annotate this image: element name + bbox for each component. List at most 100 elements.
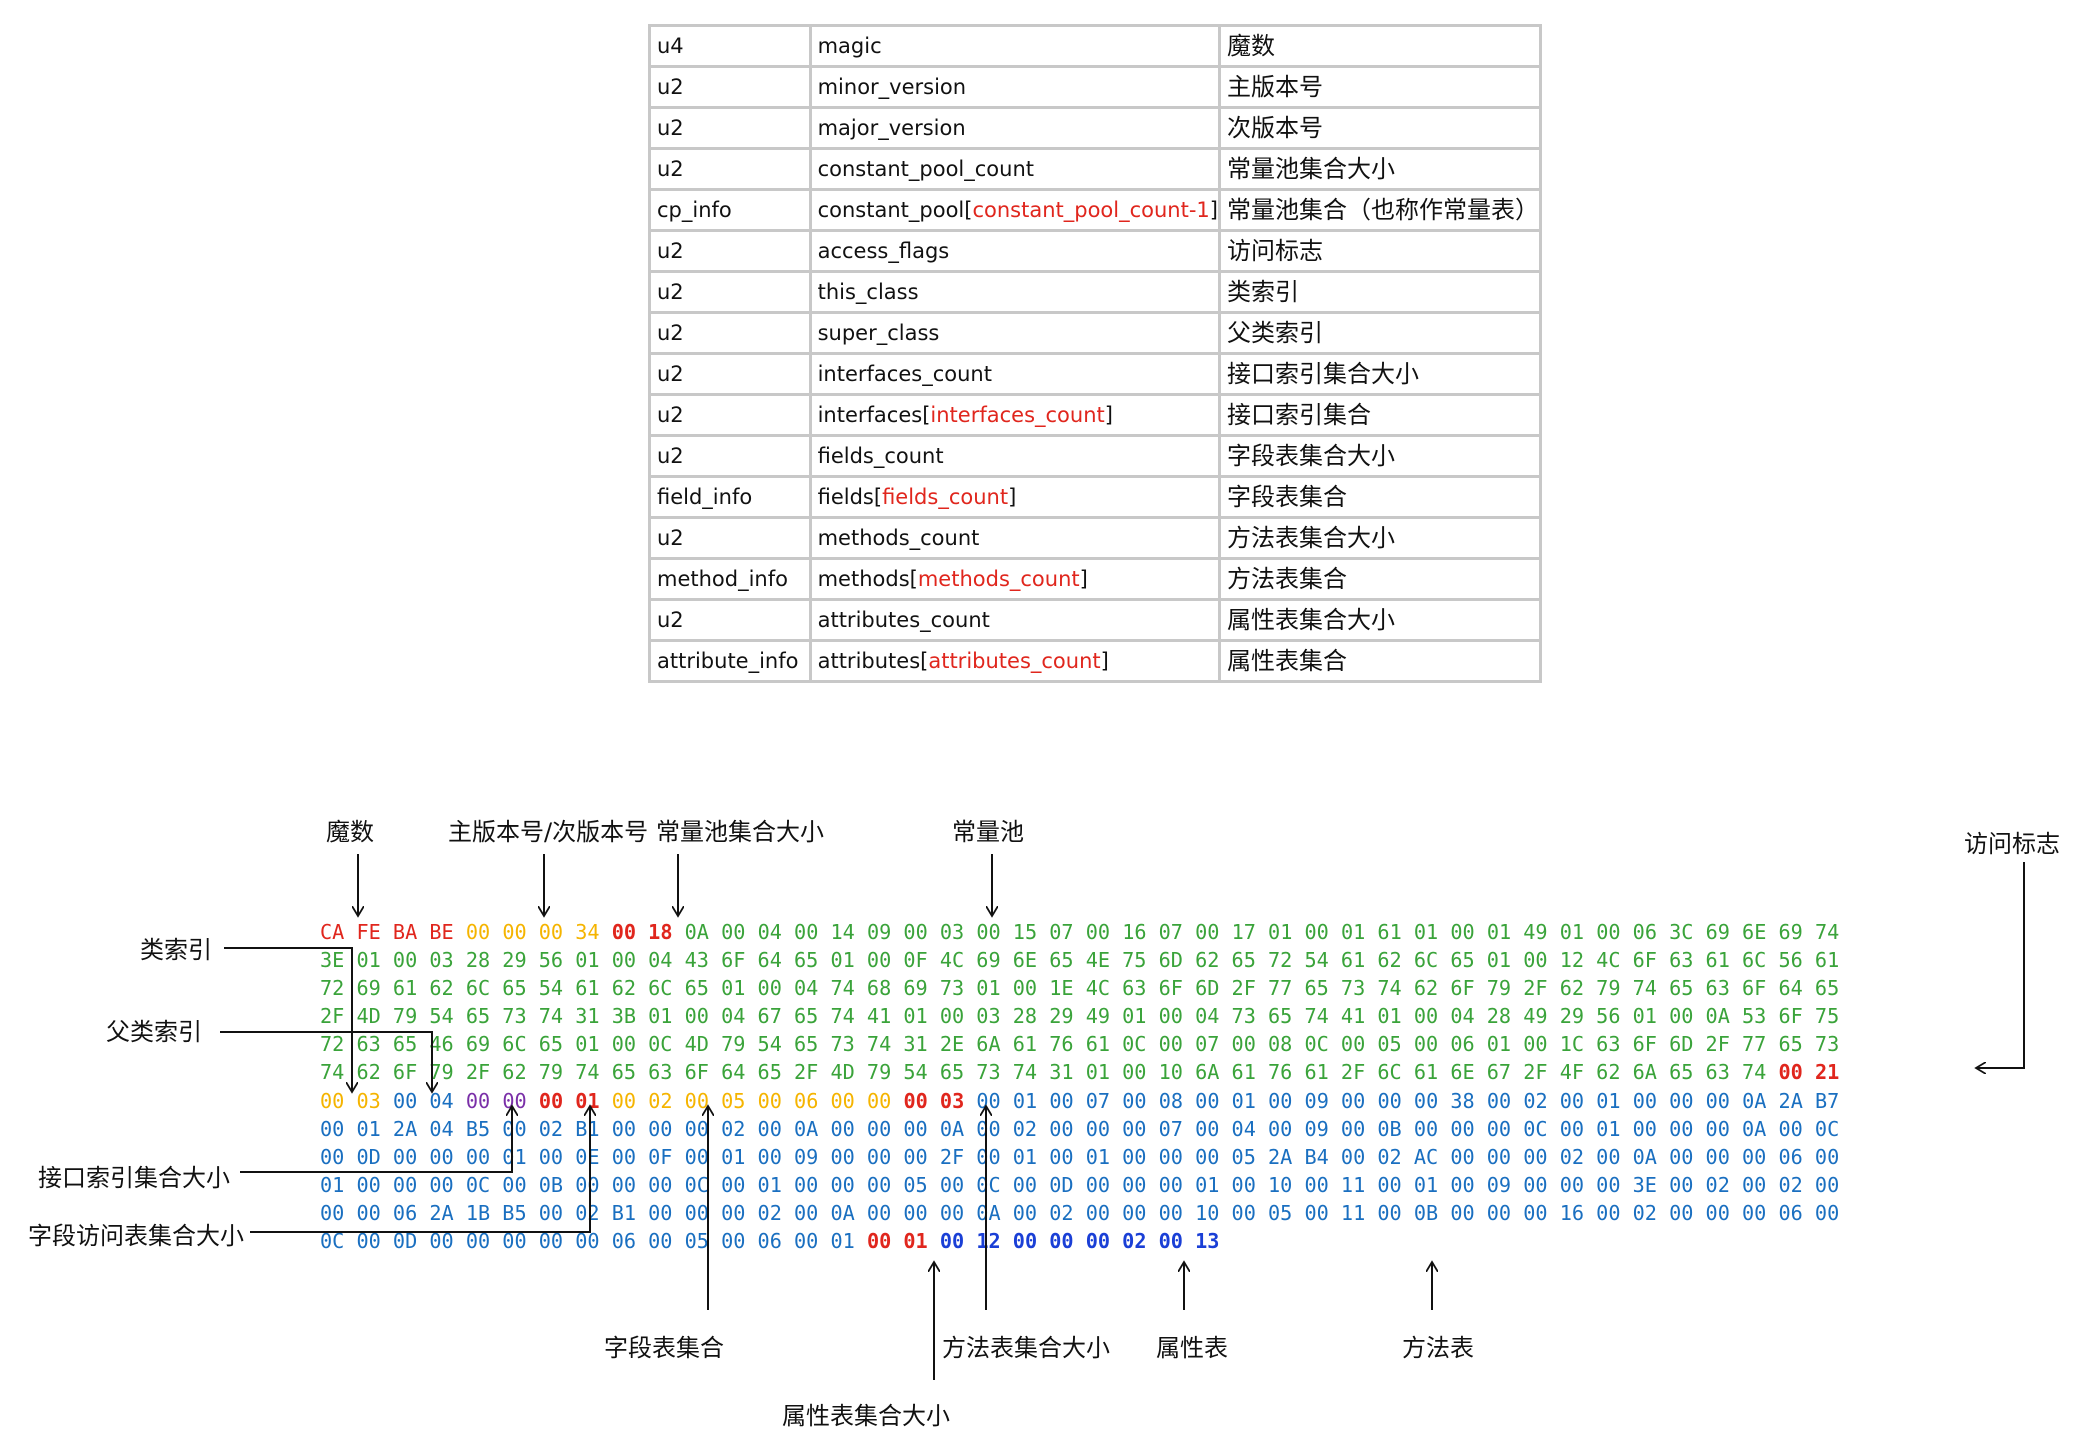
- struct-row: field_info fields[fields_count] 字段表集合: [648, 475, 1542, 519]
- field-type: u2: [648, 106, 812, 150]
- label-super-class: 父类索引: [106, 1018, 202, 1046]
- label-version: 主版本号/次版本号: [448, 818, 649, 846]
- bracket-open: [: [920, 649, 929, 673]
- field-name: constant_pool: [817, 198, 965, 222]
- field-count-ref: interfaces_count: [930, 403, 1105, 427]
- field-name-cell: super_class: [808, 311, 1222, 355]
- field-type: cp_info: [648, 188, 812, 232]
- hex-bytes: 72 69 61 62 6C 65 54 61 62 6C 65 01 00 0…: [320, 976, 1840, 1001]
- arrow-super-class: [220, 1031, 432, 1092]
- label-access-flags: 访问标志: [1964, 830, 2060, 858]
- bracket-close: ]: [1079, 567, 1088, 591]
- label-fields-count: 字段访问表集合大小: [28, 1222, 244, 1250]
- field-name-cell: this_class: [808, 270, 1222, 314]
- label-magic: 魔数: [326, 818, 374, 846]
- hex-line: 00 0D 00 00 00 01 00 0E 00 0F 00 01 00 0…: [320, 1143, 1839, 1171]
- struct-row: u2 fields_count 字段表集合大小: [648, 434, 1542, 478]
- field-name-cell: minor_version: [808, 65, 1222, 109]
- field-type: u2: [648, 147, 812, 191]
- hex-bytes: 3E 01 00 03 28 29 56 01 00 04 43 6F 64 6…: [320, 948, 1840, 973]
- hex-bytes: 00 18: [611, 920, 673, 944]
- hex-line: 72 69 61 62 6C 65 54 61 62 6C 65 01 00 0…: [320, 974, 1839, 1002]
- field-name: minor_version: [817, 75, 967, 99]
- arrow-access-flags: [1976, 862, 2025, 1068]
- hex-line: 00 00 06 2A 1B B5 00 02 B1 00 00 00 02 0…: [320, 1199, 1839, 1227]
- struct-row: u2 interfaces_count 接口索引集合大小: [648, 352, 1542, 396]
- hex-bytes: 2F 4D 79 54 65 73 74 31 3B 01 00 04 67 6…: [320, 1004, 1840, 1029]
- arrow-fields-count: [250, 1106, 590, 1233]
- label-attribute-table: 属性表: [1156, 1334, 1228, 1362]
- struct-row: u2 constant_pool_count 常量池集合大小: [648, 147, 1542, 191]
- hex-bytes: 00 00 06 2A 1B B5 00 02 B1 00 00 00 02 0…: [320, 1200, 1840, 1225]
- hex-line: 00 01 2A 04 B5 00 02 B1 00 00 00 02 00 0…: [320, 1115, 1839, 1143]
- struct-row: u2 minor_version 主版本号: [648, 65, 1542, 109]
- field-name-cell: constant_pool[constant_pool_count-1]: [808, 188, 1222, 232]
- field-name-cell: attributes[attributes_count]: [808, 639, 1222, 683]
- struct-row: u2 access_flags 访问标志: [648, 229, 1542, 273]
- field-count-ref: fields_count: [882, 485, 1009, 509]
- label-this-class: 类索引: [140, 936, 212, 964]
- field-name-cell: methods_count: [808, 516, 1222, 560]
- arrow-interfaces-count: [240, 1106, 512, 1173]
- field-description: 常量池集合（也称作常量表）: [1218, 188, 1542, 232]
- struct-row: u4 magic 魔数: [648, 24, 1542, 68]
- field-description: 接口索引集合: [1218, 393, 1542, 437]
- field-name: fields_count: [817, 444, 944, 468]
- hex-bytes: 01 00 00 00 0C 00 0B 00 00 00 0C 00 01 0…: [320, 1172, 1840, 1197]
- field-description: 父类索引: [1218, 311, 1542, 355]
- bracket-close: ]: [1008, 485, 1017, 509]
- label-fields: 字段表集合: [604, 1334, 724, 1362]
- struct-row: u2 super_class 父类索引: [648, 311, 1542, 355]
- field-description: 次版本号: [1218, 106, 1542, 150]
- hex-bytes: 00 03: [903, 1088, 965, 1113]
- struct-row: u2 interfaces[interfaces_count] 接口索引集合: [648, 393, 1542, 437]
- bracket-close: ]: [1209, 198, 1218, 222]
- field-name: methods: [817, 567, 910, 591]
- struct-row: u2 major_version 次版本号: [648, 106, 1542, 150]
- field-name-cell: interfaces_count: [808, 352, 1222, 396]
- field-description: 属性表集合大小: [1218, 598, 1542, 642]
- field-count-ref: attributes_count: [928, 649, 1101, 673]
- field-type: attribute_info: [648, 639, 812, 683]
- field-type: u2: [648, 434, 812, 478]
- hex-bytes: 72 63 65 46 69 6C 65 01 00 0C 4D 79 54 6…: [320, 1032, 1840, 1057]
- field-name: this_class: [817, 280, 919, 304]
- hex-dump: CA FE BA BE 00 00 00 34 00 18 0A 00 04 0…: [320, 918, 1839, 1255]
- field-description: 访问标志: [1218, 229, 1542, 273]
- field-name-cell: attributes_count: [808, 598, 1222, 642]
- field-type: u2: [648, 270, 812, 314]
- bracket-open: [: [909, 567, 918, 591]
- field-type: u2: [648, 311, 812, 355]
- field-description: 字段表集合大小: [1218, 434, 1542, 478]
- hex-bytes: 00 0D 00 00 00 01 00 0E 00 0F 00 01 00 0…: [320, 1144, 1840, 1169]
- field-description: 主版本号: [1218, 65, 1542, 109]
- hex-line: 2F 4D 79 54 65 73 74 31 3B 01 00 04 67 6…: [320, 1002, 1839, 1030]
- hex-bytes: 00 12 00 00 00 02 00 13: [939, 1229, 1220, 1254]
- field-description: 魔数: [1218, 24, 1542, 68]
- hex-bytes: 00 00 00 34: [465, 920, 600, 944]
- bracket-open: [: [873, 485, 883, 509]
- hex-bytes: 0C 00 0D 00 00 00 00 00 06 00 05 00 06 0…: [320, 1229, 855, 1254]
- field-name-cell: interfaces[interfaces_count]: [808, 393, 1222, 437]
- field-name: super_class: [817, 321, 940, 345]
- bracket-open: [: [964, 198, 973, 222]
- field-name-cell: constant_pool_count: [808, 147, 1222, 191]
- field-name: constant_pool_count: [817, 157, 1034, 181]
- field-name-cell: fields[fields_count]: [808, 475, 1222, 519]
- field-description: 类索引: [1218, 270, 1542, 314]
- hex-bytes: 00 02 00 05 00 06 00 00: [611, 1088, 892, 1113]
- field-type: method_info: [648, 557, 812, 601]
- hex-bytes: 00 03: [320, 1088, 381, 1113]
- field-type: u2: [648, 229, 812, 273]
- label-interfaces-count: 接口索引集合大小: [38, 1164, 230, 1192]
- struct-row: u2 methods_count 方法表集合大小: [648, 516, 1542, 560]
- label-cp-count: 常量池集合大小: [656, 818, 824, 846]
- class-file-structure-table: u4 magic 魔数 u2 minor_version 主版本号 u2 major_vers…: [648, 24, 1542, 683]
- label-methods: 方法表: [1402, 1334, 1474, 1362]
- bracket-close: ]: [1104, 403, 1113, 427]
- field-type: u2: [648, 393, 812, 437]
- field-description: 常量池集合大小: [1218, 147, 1542, 191]
- structure-table-body: u4 magic 魔数 u2 minor_version 主版本号 u2 major_vers…: [648, 24, 1542, 683]
- field-name-cell: magic: [808, 24, 1222, 68]
- hex-bytes: 74 62 6F 79 2F 62 79 74 65 63 6F 64 65 2…: [320, 1060, 1767, 1085]
